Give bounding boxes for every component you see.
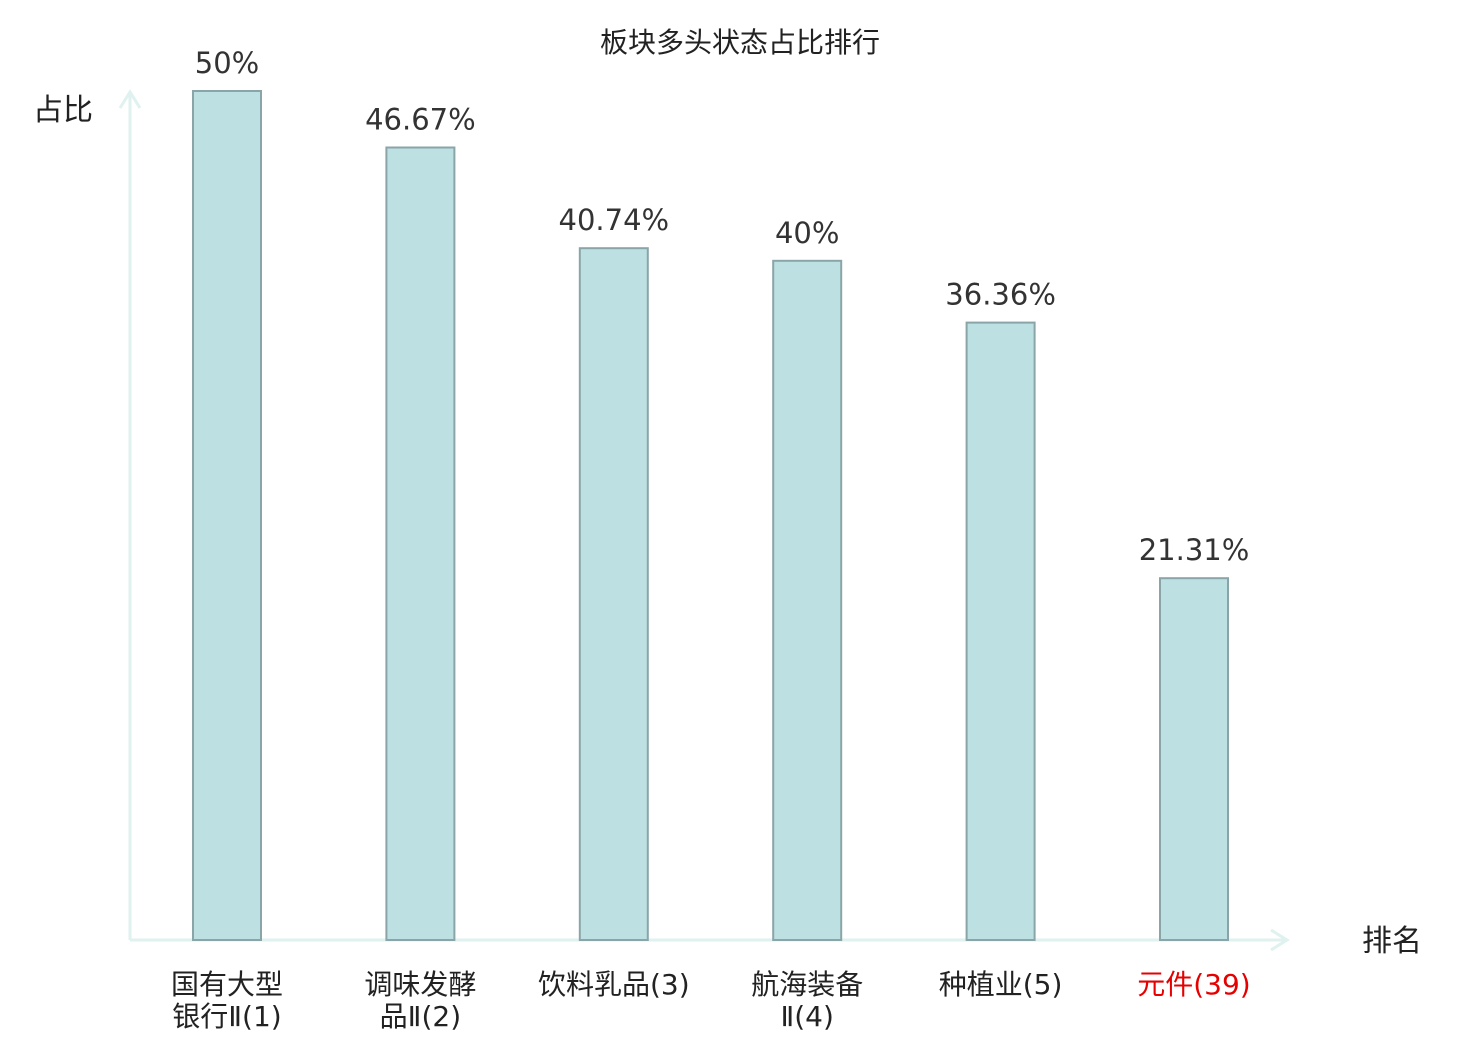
bar-2 [385,146,456,941]
value-labels-group: 50% 46.67% 40.74% 40% 36.36% 21.31% [195,46,1250,567]
category-label-5: 种植业(5) [939,968,1063,1001]
x-axis-label: 排名 [1362,924,1422,959]
value-label-5: 36.36% [945,278,1056,312]
value-label-6: 21.31% [1139,533,1250,567]
category-label-4: 航海装备 Ⅱ(4) [751,968,863,1033]
category-label-6: 元件(39) [1137,968,1250,1001]
x-axis-arrow [1270,928,1290,952]
y-axis-label: 占比 [33,93,93,128]
bar-3 [578,247,649,941]
value-label-1: 50% [195,46,259,80]
category-label-2: 调味发酵品Ⅱ(2) [364,968,476,1033]
axes [118,89,1290,952]
chart-title: 板块多头状态占比排行 [600,26,880,59]
value-label-2: 46.67% [365,103,476,137]
bar-1 [192,90,262,941]
category-labels-group: 国有大型银行Ⅱ(1) 调味发酵品Ⅱ(2) 饮料乳品(3) 航海装备 Ⅱ(4) 种植业(5)… [171,968,1251,1033]
category-label-3: 饮料乳品(3) [538,968,690,1001]
bar-5 [965,321,1036,942]
bar-6 [1159,577,1229,941]
value-label-4: 40% [775,216,839,250]
bar-4 [772,259,843,941]
bars-group [192,90,1229,942]
y-axis-arrow [118,89,142,109]
category-label-1: 国有大型银行Ⅱ(1) [171,968,283,1033]
value-label-3: 40.74% [559,203,670,237]
